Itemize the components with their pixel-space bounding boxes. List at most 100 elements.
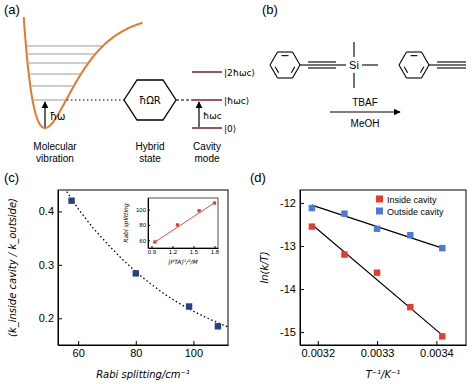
- bond: [336, 64, 346, 65]
- legend-swatch: [376, 208, 383, 215]
- vibrational-level: [27, 46, 102, 47]
- tick: 60: [139, 238, 150, 244]
- panel-label: (c): [4, 170, 19, 185]
- hybrid-state: [124, 80, 176, 120]
- bond: [353, 42, 354, 57]
- bond: [308, 67, 336, 68]
- data-point: [407, 304, 413, 310]
- data-point: [439, 245, 445, 251]
- tick: 0.4: [39, 205, 62, 217]
- tick: 0.0033: [361, 341, 395, 359]
- bond: [293, 52, 301, 65]
- tick: -13: [280, 240, 304, 252]
- vibrational-level: [29, 63, 88, 64]
- bond: [362, 64, 378, 65]
- tick-label: 80: [130, 347, 142, 359]
- legend: Inside cavityOutside cavity: [376, 195, 444, 217]
- tick: 1.8: [211, 246, 220, 255]
- chart: 0.91.21.51.86080100[PTA]¹/²/MRabi splitt…: [122, 198, 220, 265]
- caption: Cavitymode: [193, 141, 221, 164]
- tick-mark: [58, 265, 62, 266]
- x-axis-title: [PTA]¹/²/M: [168, 258, 198, 265]
- tick-label: 80: [139, 222, 146, 228]
- tick-mark: [148, 240, 150, 241]
- axis-x: 60 80 100: [59, 341, 229, 359]
- tick: 100: [185, 341, 203, 359]
- coupling-line: [176, 100, 192, 101]
- figure: (a)ħωħΩR|2ħωc⟩|ħωc⟩|0⟩ħωcMolecularvibrat…: [0, 0, 474, 384]
- tick: 0.3: [39, 259, 62, 271]
- bond: [420, 67, 423, 73]
- tick-mark: [78, 341, 79, 345]
- panel-a: (a)ħωħΩR|2ħωc⟩|ħωc⟩|0⟩ħωcMolecularvibrat…: [4, 2, 255, 164]
- tick-mark: [215, 246, 216, 248]
- y-axis-title: (k_inside cavity / k_outside): [7, 198, 19, 337]
- bond: [422, 52, 430, 65]
- bond: [291, 67, 294, 73]
- data-point: [215, 323, 221, 329]
- quantum-label: ħω: [50, 111, 65, 122]
- tick-mark: [300, 246, 304, 247]
- tick-label: 0.2: [39, 312, 54, 324]
- bond: [300, 64, 308, 65]
- plot-frame: [148, 198, 218, 248]
- axis-line: [148, 199, 149, 249]
- tick-mark: [152, 246, 153, 248]
- bond: [278, 77, 293, 78]
- bond: [399, 52, 407, 65]
- bond: [278, 51, 293, 52]
- axis-y: 0.2 0.3 0.4: [39, 191, 62, 346]
- tick-label: 100: [185, 347, 203, 359]
- cavity-level: [192, 127, 222, 129]
- data-point: [133, 270, 139, 276]
- reagent-label: TBAF: [352, 97, 378, 108]
- tick-label: 60: [73, 347, 85, 359]
- tick-label: 60: [139, 238, 146, 244]
- data-point: [153, 240, 156, 243]
- data-point: [407, 232, 413, 238]
- tick: -15: [280, 326, 304, 338]
- caption: Molecularvibration: [33, 141, 77, 164]
- tick: 60: [73, 341, 85, 359]
- data-point: [68, 197, 74, 203]
- axis-line: [58, 191, 59, 346]
- tick-label: -15: [280, 326, 296, 338]
- bond: [429, 64, 437, 65]
- tick-mark: [58, 211, 62, 212]
- quantum-label: ħωc: [203, 111, 222, 121]
- tick: 100: [136, 207, 150, 213]
- tick: 1.5: [190, 246, 199, 255]
- tick-label: 100: [136, 207, 147, 213]
- caption-line: Molecular: [33, 141, 77, 152]
- tick: 0.2: [39, 312, 62, 324]
- axis-x: 0.91.21.51.8: [148, 246, 220, 255]
- plot-frame: [300, 190, 466, 345]
- tick-label: -14: [280, 283, 296, 295]
- tick-mark: [148, 210, 150, 211]
- potential-curve: [24, 17, 143, 128]
- x-axis-title: Rabi splitting/cm⁻¹: [96, 369, 190, 380]
- chart: 0.00320.00330.0034-15-14-13-12(d)T⁻¹/K⁻¹…: [250, 170, 467, 380]
- cavity-level: [192, 99, 222, 101]
- axis-y: 60 80 100: [136, 199, 150, 249]
- axis-line: [300, 191, 301, 346]
- y-axis-title: Rabi splitting: [122, 203, 130, 243]
- tick-label: 0.0032: [301, 347, 335, 359]
- tick-label: 1.5: [190, 249, 199, 255]
- plot-frame: [58, 190, 228, 345]
- vibrational-level: [28, 54, 95, 55]
- bond: [411, 55, 418, 56]
- bond: [437, 67, 466, 68]
- tick-mark: [148, 225, 150, 226]
- tick-mark: [300, 203, 304, 204]
- data-point: [186, 303, 192, 309]
- reaction-arrow: [330, 111, 400, 112]
- data-point: [309, 205, 315, 211]
- panel-label: (b): [262, 2, 278, 17]
- excitation-arrow: [44, 102, 45, 127]
- data-point: [439, 333, 445, 339]
- axis-y: -15-14-13-12: [280, 191, 304, 346]
- bond: [407, 77, 422, 78]
- caption-line: state: [139, 153, 161, 164]
- coupling-line: [67, 100, 124, 101]
